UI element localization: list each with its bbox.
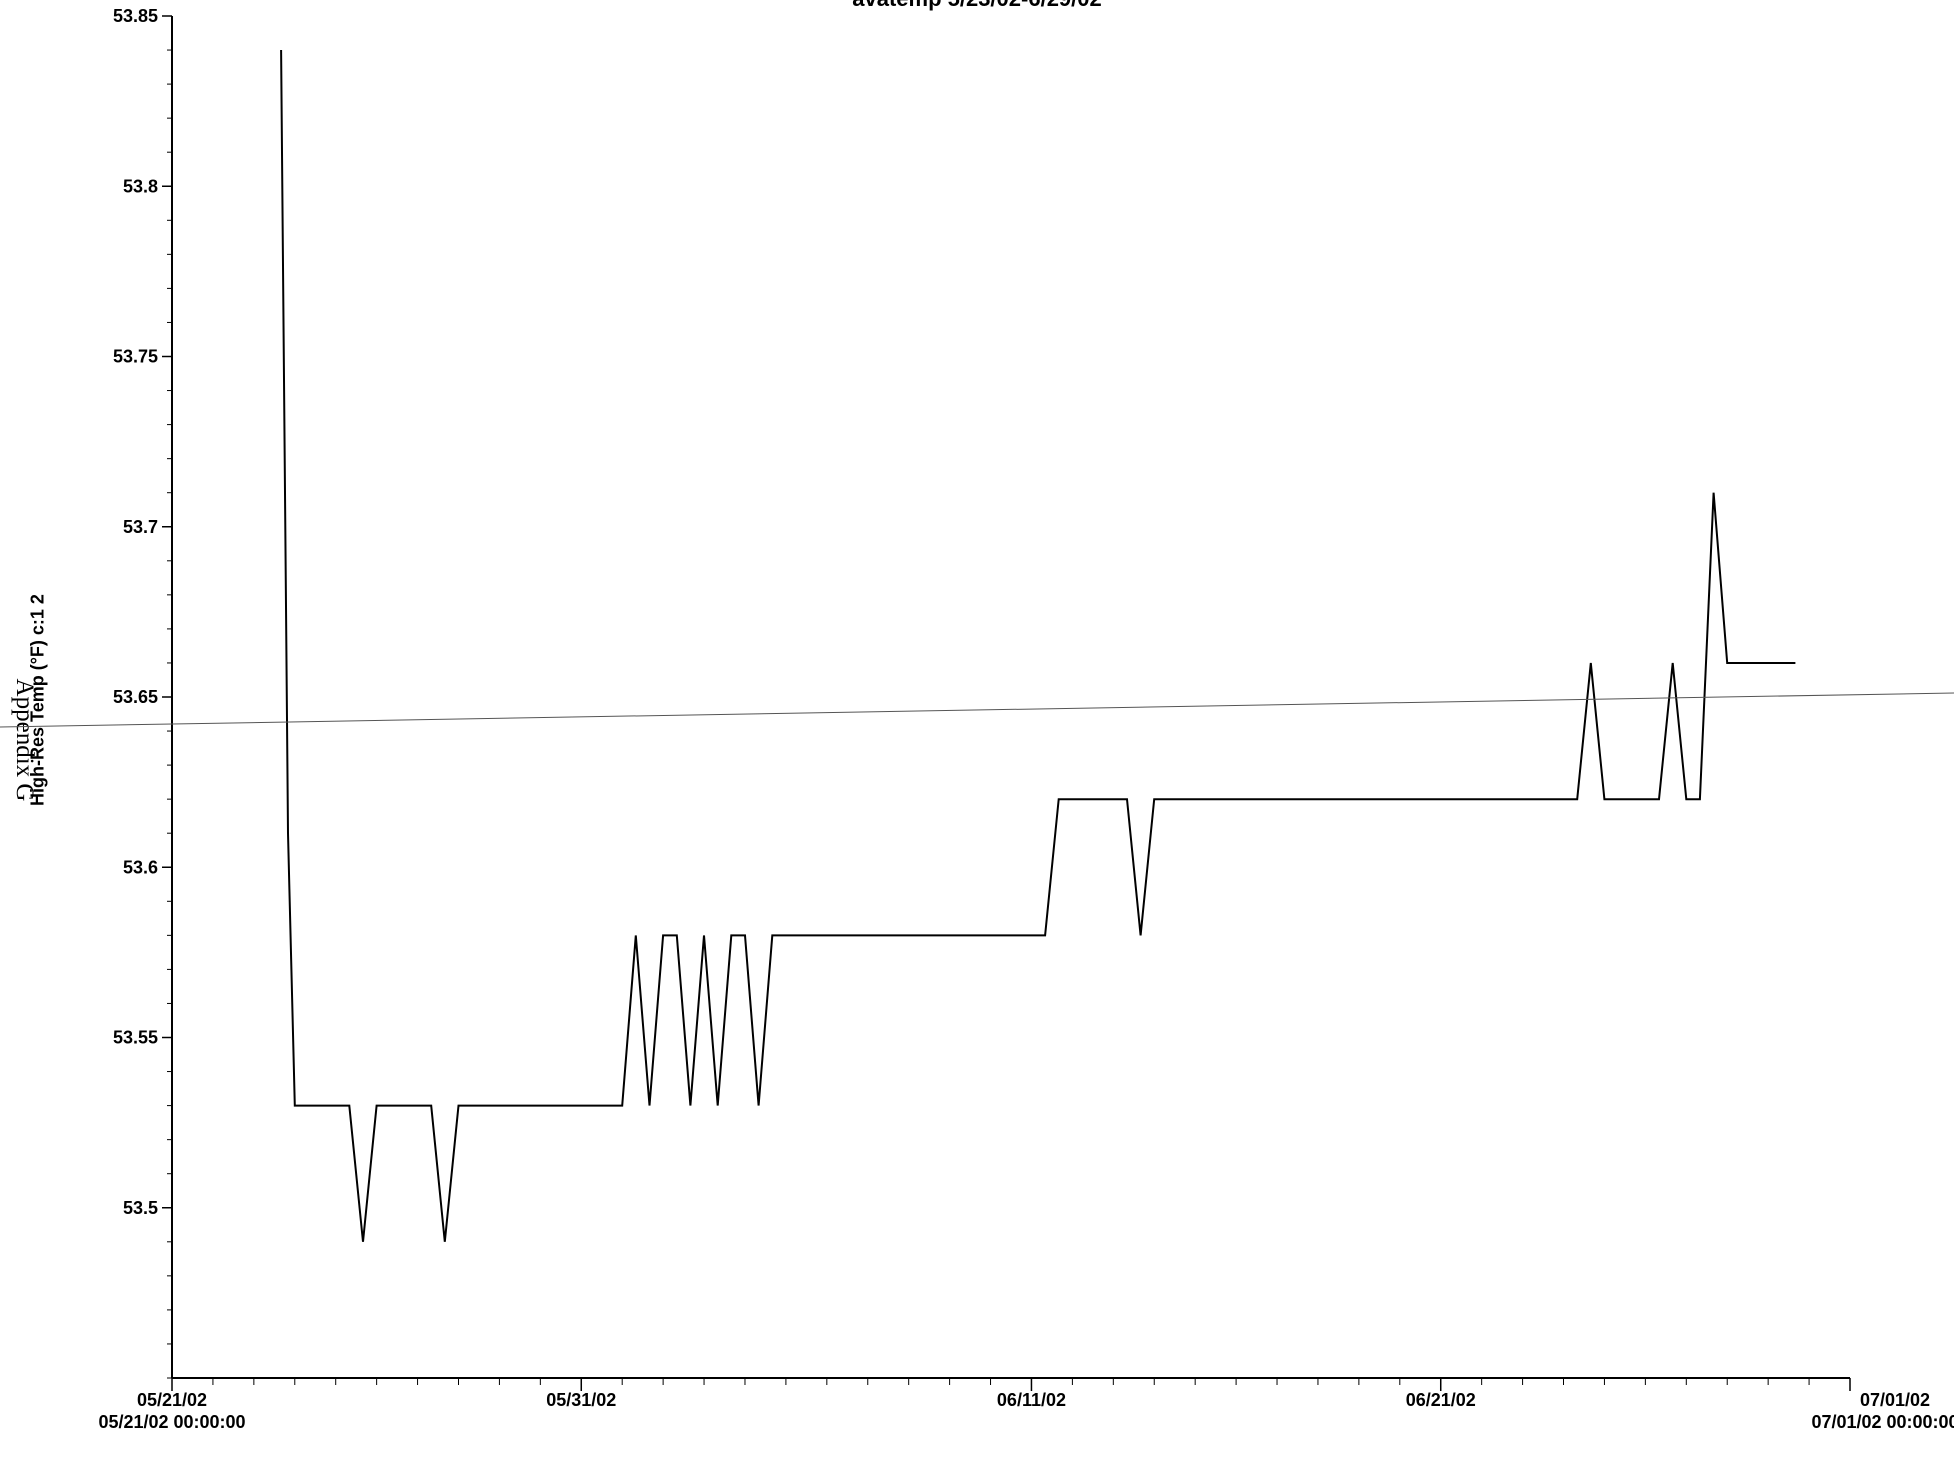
y-tick-label: 53.65: [113, 687, 158, 707]
y-tick-label: 53.6: [123, 857, 158, 877]
y-ticks: 53.85 53.8 53.75 53.7 53.65 53.6 53.55 53.5: [113, 6, 172, 1218]
y-tick-label: 53.55: [113, 1028, 158, 1048]
x-tick-label: 07/01/02: [1860, 1390, 1930, 1410]
x-tick-label: 05/21/02: [137, 1390, 207, 1410]
y-tick-label: 53.75: [113, 347, 158, 367]
y-tick-label: 53.85: [113, 6, 158, 26]
x-tick-label: 06/21/02: [1406, 1390, 1476, 1410]
y-tick-label: 53.8: [123, 176, 158, 196]
chart-title: avatemp 5/23/02-6/29/02: [0, 0, 1954, 12]
x-tick-sublabel: 05/21/02 00:00:00: [98, 1412, 245, 1432]
x-tick-label: 05/31/02: [546, 1390, 616, 1410]
series-group: [280, 49, 1796, 1242]
y-tick-label: 53.7: [123, 517, 158, 537]
scan-artifact-line: [0, 692, 1954, 728]
y-tick-label: 53.5: [123, 1198, 158, 1218]
axes: [167, 15, 1851, 1385]
x-tick-label: 06/11/02: [997, 1390, 1066, 1410]
series-line: [280, 49, 1796, 1242]
x-tick-sublabel: 07/01/02 00:00:00: [1811, 1412, 1954, 1432]
